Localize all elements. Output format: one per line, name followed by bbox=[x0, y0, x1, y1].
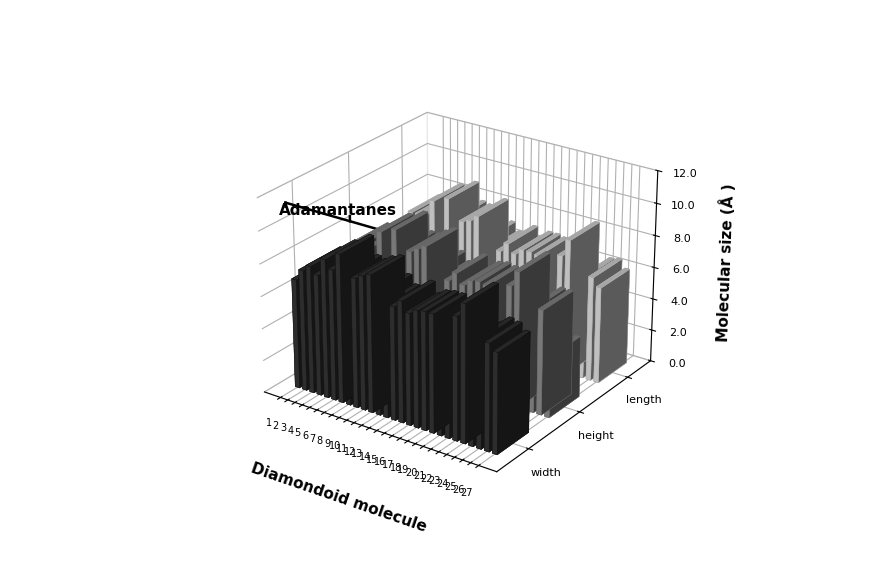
X-axis label: Diamondoid molecule: Diamondoid molecule bbox=[250, 461, 429, 535]
